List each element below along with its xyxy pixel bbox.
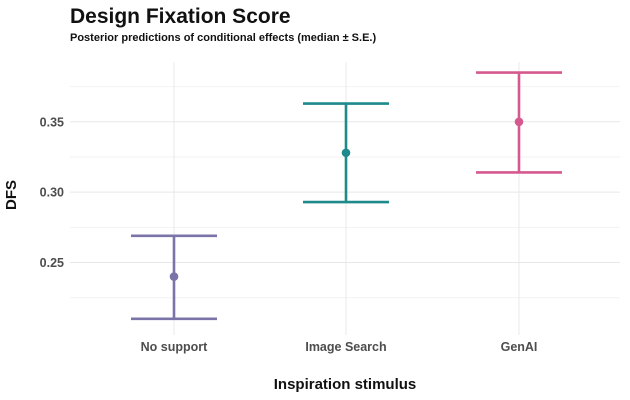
y-tick-label: 0.35 — [40, 115, 64, 129]
chart-subtitle: Posterior predictions of conditional eff… — [70, 32, 376, 44]
median-point — [341, 148, 351, 158]
error-bar-group — [303, 102, 389, 204]
x-tick-label: Image Search — [305, 340, 386, 354]
x-tick-label: No support — [141, 340, 208, 354]
error-bar-group — [476, 71, 562, 174]
chart-title: Design Fixation Score — [70, 5, 291, 28]
x-axis-ticks: No support Image Search GenAI — [141, 340, 538, 354]
y-axis-ticks: 0.25 0.30 0.35 — [40, 115, 64, 270]
error-bars — [131, 71, 562, 321]
x-tick-label: GenAI — [501, 340, 538, 354]
y-axis-title: DFS — [3, 180, 20, 210]
median-point — [169, 272, 179, 281]
error-bar-group — [131, 234, 217, 321]
y-tick-label: 0.30 — [40, 186, 64, 200]
y-tick-label: 0.25 — [40, 256, 64, 270]
x-axis-title: Inspiration stimulus — [274, 376, 417, 393]
median-point — [514, 117, 524, 127]
